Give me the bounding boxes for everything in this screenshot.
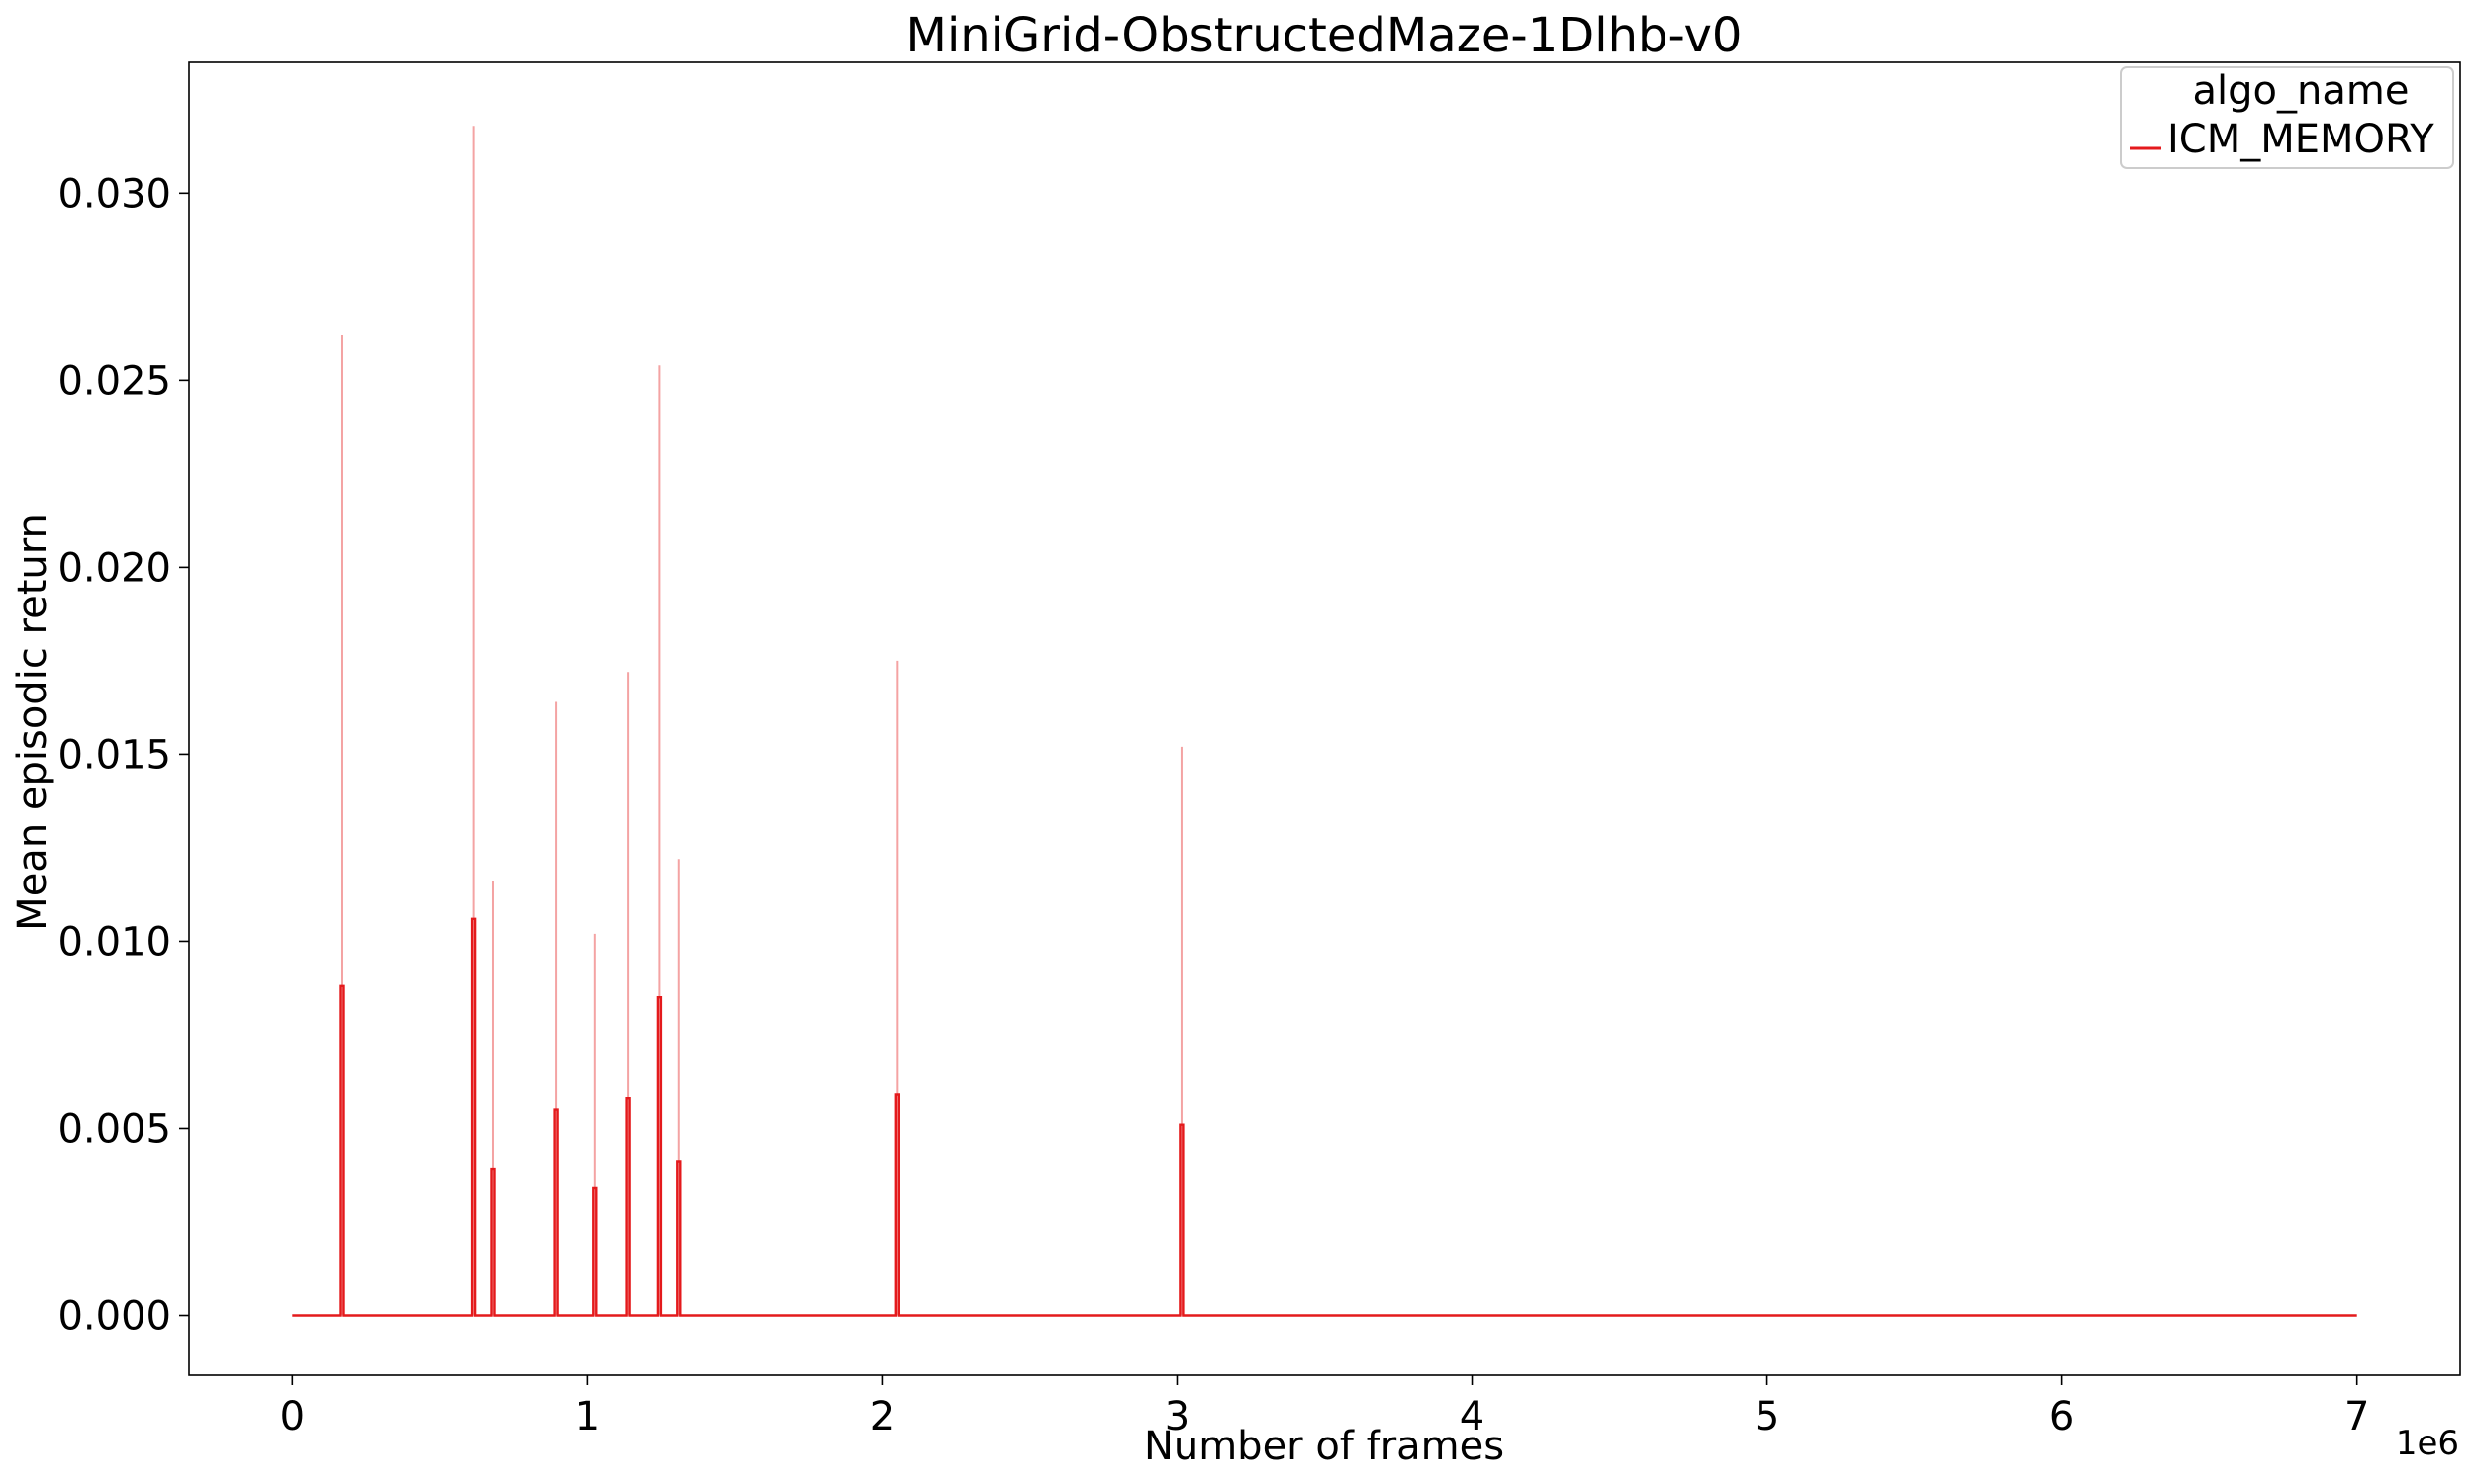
x-tick-label: 3: [1165, 1394, 1189, 1439]
x-tick-label: 1: [575, 1394, 600, 1439]
legend-box: [2120, 66, 2454, 169]
y-tick-label: 0.000: [57, 1294, 171, 1340]
chart-title: MiniGrid-ObstructedMaze-1Dlhb-v0: [906, 8, 1743, 63]
y-tick-label: 0.010: [57, 919, 171, 965]
series-lines: [292, 917, 2357, 1317]
x-tick-label: 5: [1755, 1394, 1779, 1439]
confidence-bands: [340, 126, 1183, 1316]
x-tick-label: 4: [1460, 1394, 1484, 1439]
x-axis-ticks: 0 1 2 3 4 5 6 7: [280, 1375, 2369, 1439]
y-axis-label: Mean episodic return: [10, 513, 55, 931]
series-line-icm-memory: [292, 917, 2357, 1317]
y-tick-label: 0.020: [57, 545, 171, 591]
y-tick-label: 0.015: [57, 732, 171, 778]
legend: algo_name ICM_MEMORY: [2120, 66, 2454, 169]
x-tick-label: 6: [2049, 1394, 2074, 1439]
y-axis-ticks: 0.000 0.005 0.010 0.015 0.020 0.025 0.030: [57, 171, 189, 1340]
plot-frame: [188, 61, 2461, 1376]
legend-entry-icm-memory: ICM_MEMORY: [2167, 117, 2434, 162]
legend-title: algo_name: [2193, 68, 2410, 114]
y-tick-label: 0.005: [57, 1106, 171, 1152]
x-axis-offset-label: 1e6: [2396, 1424, 2459, 1463]
y-tick-label: 0.030: [57, 171, 171, 217]
x-tick-label: 7: [2344, 1394, 2369, 1439]
y-tick-label: 0.025: [57, 358, 171, 404]
x-tick-label: 2: [870, 1394, 895, 1439]
x-axis-label: Number of frames: [1144, 1424, 1504, 1469]
x-tick-label: 0: [280, 1394, 305, 1439]
